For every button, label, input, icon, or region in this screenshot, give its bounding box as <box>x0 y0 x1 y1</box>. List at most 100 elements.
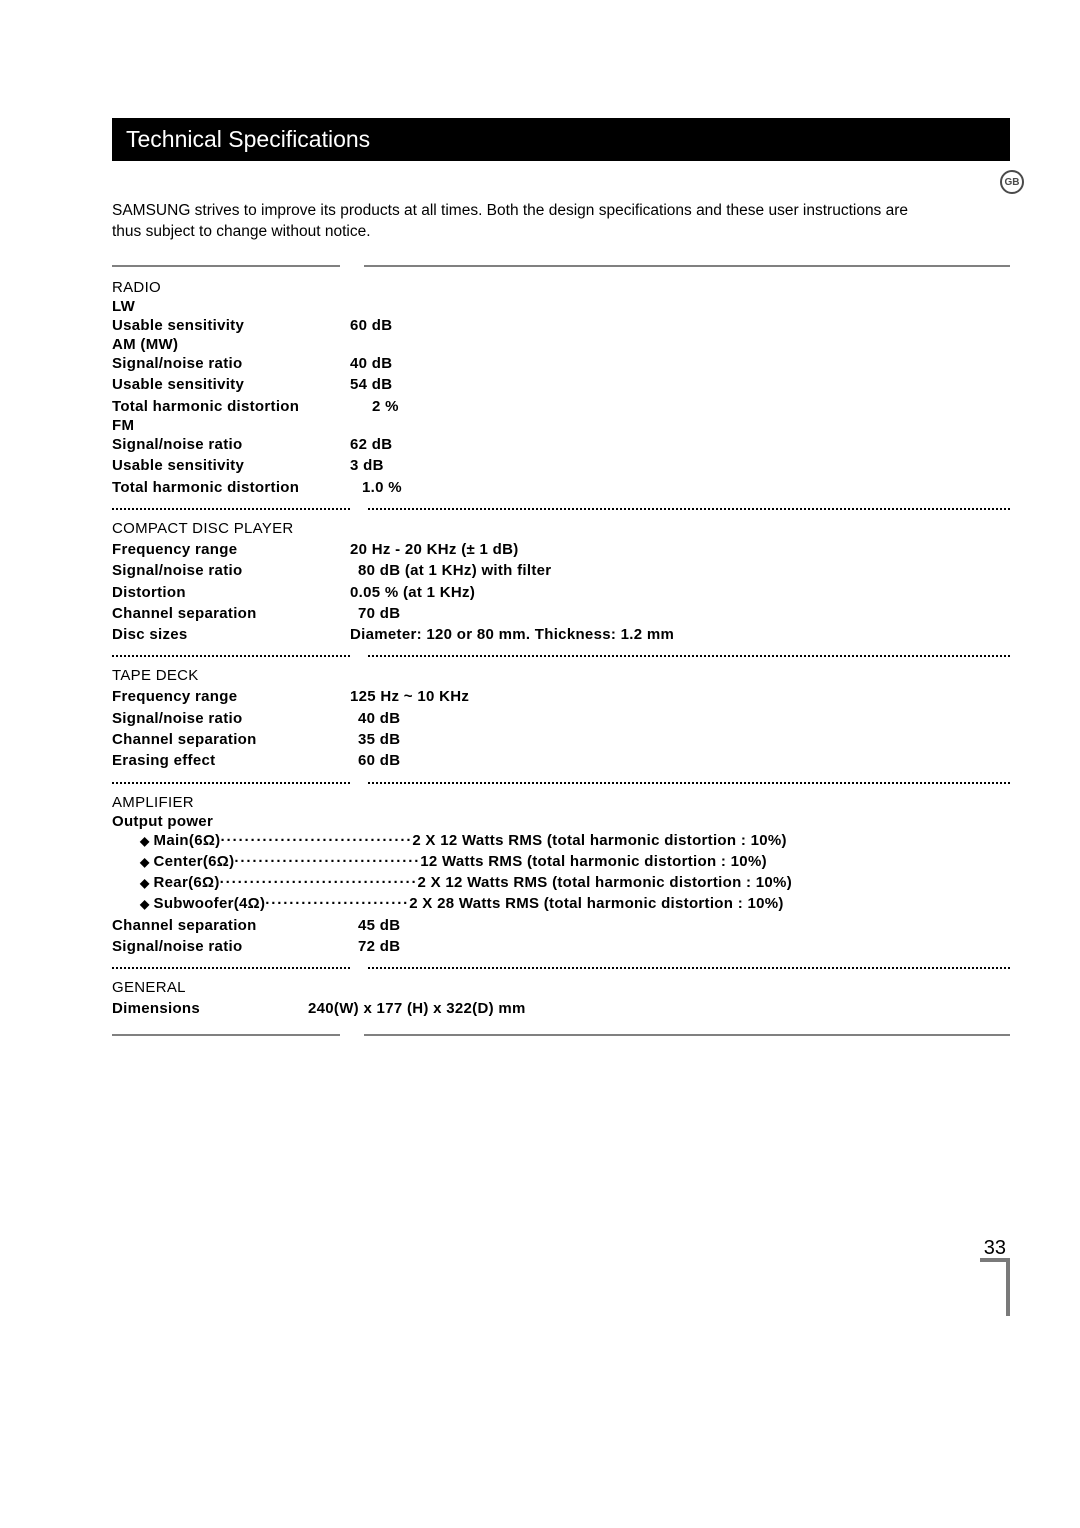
dots: ························ <box>265 893 409 914</box>
spec-label: Frequency range <box>112 686 350 707</box>
table-row: Dimensions 240(W) x 177 (H) x 322(D) mm <box>112 998 1010 1019</box>
amp-row: ◆ Main(6Ω) ·····························… <box>140 830 1010 851</box>
spec-value: 125 Hz ~ 10 KHz <box>350 686 1010 707</box>
bullet-icon: ◆ <box>140 896 150 913</box>
amp-value: 2 X 28 Watts RMS (total harmonic distort… <box>409 893 784 914</box>
spec-value: 40 dB <box>350 353 1010 374</box>
spec-value: Diameter: 120 or 80 mm. Thickness: 1.2 m… <box>350 624 1010 645</box>
dots: ································· <box>220 872 418 893</box>
amp-row: ◆ Subwoofer(4Ω) ························… <box>140 893 1010 914</box>
table-row: Signal/noise ratio 80 dB (at 1 KHz) with… <box>112 560 1010 581</box>
amp-value: 2 X 12 Watts RMS (total harmonic distort… <box>412 830 787 851</box>
spec-value: 60 dB <box>350 750 1010 771</box>
bottom-double-rule <box>112 1034 1010 1036</box>
bullet-icon: ◆ <box>140 833 150 850</box>
table-row: Channel separation 45 dB <box>112 915 1010 936</box>
spec-value: 60 dB <box>350 315 1010 336</box>
amp-value: 12 Watts RMS (total harmonic distortion … <box>420 851 767 872</box>
spec-label: Usable sensitivity <box>112 374 350 395</box>
spec-value: 72 dB <box>350 936 1010 957</box>
table-row: Total harmonic distortion 1.0 % <box>112 477 1010 498</box>
rule-long <box>364 1034 1010 1036</box>
spec-label: Channel separation <box>112 915 350 936</box>
dotted-separator <box>112 967 1010 969</box>
page-number: 33 <box>984 1237 1006 1260</box>
amp-output-label: Output power <box>112 813 1010 830</box>
spec-label: Frequency range <box>112 539 350 560</box>
radio-header: RADIO <box>112 279 1010 296</box>
spec-value: 40 dB <box>350 708 1010 729</box>
tape-header: TAPE DECK <box>112 667 1010 684</box>
table-row: Frequency range 20 Hz - 20 KHz (± 1 dB) <box>112 539 1010 560</box>
spec-value: 70 dB <box>350 603 1010 624</box>
amp-row: ◆ Center(6Ω) ···························… <box>140 851 1010 872</box>
amp-name: Main(6Ω) <box>154 830 221 851</box>
amp-name: Rear(6Ω) <box>154 872 220 893</box>
intro-text: SAMSUNG strives to improve its products … <box>112 201 932 243</box>
spec-label: Total harmonic distortion <box>112 396 350 417</box>
table-row: Usable sensitivity 3 dB <box>112 455 1010 476</box>
table-row: Channel separation 70 dB <box>112 603 1010 624</box>
spec-value: 62 dB <box>350 434 1010 455</box>
title-bar: Technical Specifications <box>112 118 1010 161</box>
table-row: Total harmonic distortion 2 % <box>112 396 1010 417</box>
top-double-rule <box>112 265 1010 267</box>
cd-header: COMPACT DISC PLAYER <box>112 520 1010 537</box>
spec-value: 45 dB <box>350 915 1010 936</box>
bullet-icon: ◆ <box>140 854 150 871</box>
gb-text: GB <box>1005 177 1020 188</box>
radio-am-label: AM (MW) <box>112 336 1010 353</box>
spec-value: 35 dB <box>350 729 1010 750</box>
table-row: Erasing effect 60 dB <box>112 750 1010 771</box>
spec-value: 80 dB (at 1 KHz) with filter <box>350 560 1010 581</box>
spec-label: Channel separation <box>112 603 350 624</box>
spec-label: Erasing effect <box>112 750 350 771</box>
radio-lw-label: LW <box>112 298 1010 315</box>
dots: ······························· <box>234 851 420 872</box>
spec-label: Signal/noise ratio <box>112 560 350 581</box>
amp-value: 2 X 12 Watts RMS (total harmonic distort… <box>418 872 793 893</box>
spec-value: 0.05 % (at 1 KHz) <box>350 582 1010 603</box>
spec-label: Signal/noise ratio <box>112 708 350 729</box>
gb-badge: GB <box>1000 170 1024 194</box>
spec-label: Signal/noise ratio <box>112 434 350 455</box>
bullet-icon: ◆ <box>140 875 150 892</box>
spec-label: Dimensions <box>112 998 308 1019</box>
general-header: GENERAL <box>112 979 1010 996</box>
dotted-separator <box>112 782 1010 784</box>
page-title: Technical Specifications <box>126 126 370 152</box>
spec-label: Usable sensitivity <box>112 455 350 476</box>
dotted-separator <box>112 655 1010 657</box>
table-row: Usable sensitivity 54 dB <box>112 374 1010 395</box>
spec-label: Distortion <box>112 582 350 603</box>
amp-name: Subwoofer(4Ω) <box>154 893 266 914</box>
spec-value: 1.0 % <box>350 477 1010 498</box>
spec-value: 240(W) x 177 (H) x 322(D) mm <box>308 998 1010 1019</box>
corner-decoration <box>1006 1262 1010 1316</box>
amp-header: AMPLIFIER <box>112 794 1010 811</box>
table-row: Signal/noise ratio 62 dB <box>112 434 1010 455</box>
spec-value: 54 dB <box>350 374 1010 395</box>
table-row: Distortion 0.05 % (at 1 KHz) <box>112 582 1010 603</box>
page: Technical Specifications GB SAMSUNG stri… <box>0 0 1080 1528</box>
table-row: Signal/noise ratio 40 dB <box>112 353 1010 374</box>
dots: ································ <box>220 830 412 851</box>
spec-value: 3 dB <box>350 455 1010 476</box>
radio-fm-label: FM <box>112 417 1010 434</box>
spec-label: Signal/noise ratio <box>112 353 350 374</box>
rule-short <box>112 265 340 267</box>
table-row: Signal/noise ratio 40 dB <box>112 708 1010 729</box>
table-row: Usable sensitivity 60 dB <box>112 315 1010 336</box>
rule-long <box>364 265 1010 267</box>
spec-label: Channel separation <box>112 729 350 750</box>
spec-value: 20 Hz - 20 KHz (± 1 dB) <box>350 539 1010 560</box>
spec-label: Total harmonic distortion <box>112 477 350 498</box>
spec-label: Signal/noise ratio <box>112 936 350 957</box>
table-row: Frequency range 125 Hz ~ 10 KHz <box>112 686 1010 707</box>
table-row: Disc sizes Diameter: 120 or 80 mm. Thick… <box>112 624 1010 645</box>
table-row: Signal/noise ratio 72 dB <box>112 936 1010 957</box>
spec-label: Usable sensitivity <box>112 315 350 336</box>
amp-row: ◆ Rear(6Ω) ·····························… <box>140 872 1010 893</box>
rule-short <box>112 1034 340 1036</box>
amp-name: Center(6Ω) <box>154 851 235 872</box>
